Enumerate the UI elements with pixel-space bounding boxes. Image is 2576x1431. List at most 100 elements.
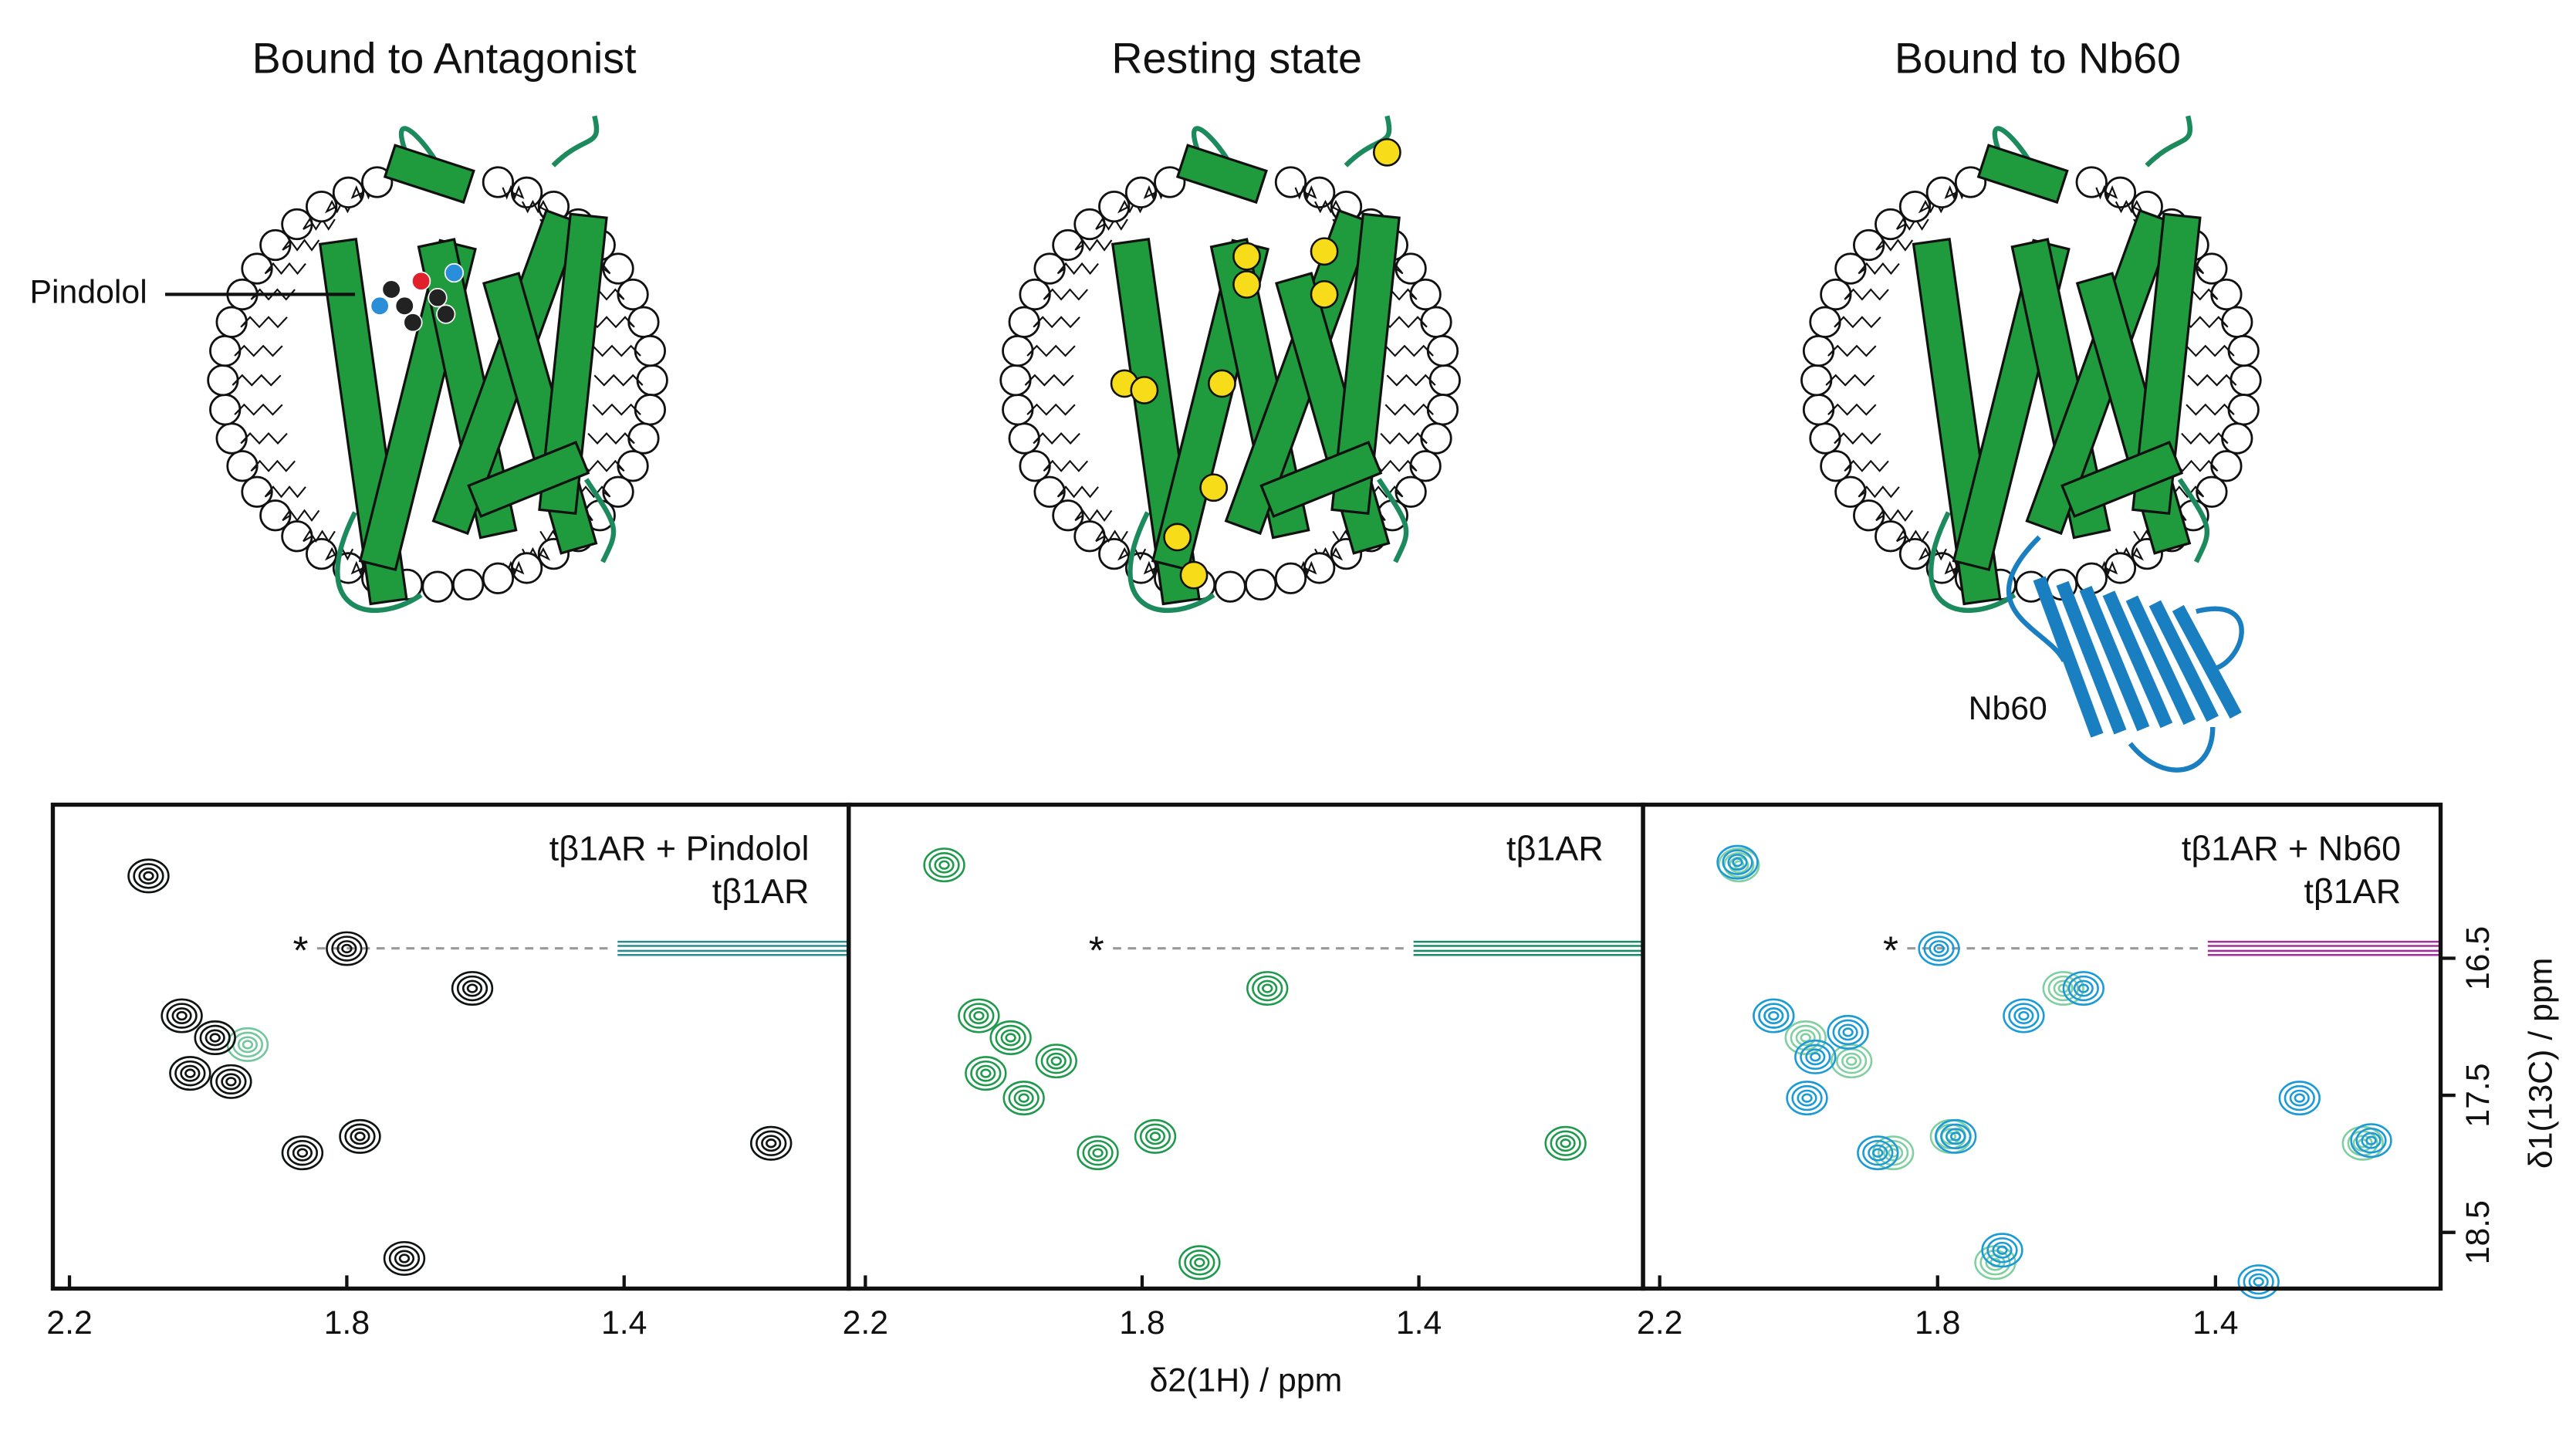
contour <box>176 1010 188 1021</box>
contour <box>1246 971 1289 1006</box>
contour <box>2067 975 2099 1002</box>
contour <box>1257 979 1278 997</box>
peak <box>750 1125 793 1161</box>
label: Nb60 <box>1969 690 2047 727</box>
contour <box>398 1253 411 1264</box>
peak <box>1077 1135 1119 1171</box>
lipid-tail <box>1380 316 1428 329</box>
contour <box>963 1003 995 1029</box>
helix <box>467 441 590 518</box>
contour <box>466 983 478 993</box>
membrane <box>207 166 668 603</box>
contour <box>1795 1029 1816 1047</box>
contour <box>1797 1089 1817 1107</box>
contour <box>928 852 960 878</box>
contour <box>1149 1132 1161 1142</box>
strand <box>2033 576 2104 738</box>
contour <box>1184 1250 1215 1276</box>
contour <box>1134 1118 1177 1154</box>
contour <box>1868 1144 1888 1162</box>
lipid-tail <box>1384 344 1434 357</box>
marker: * <box>1089 929 1104 973</box>
x-tick-label: 1.8 <box>324 1304 370 1341</box>
contour <box>1801 1093 1813 1103</box>
lipid-tail <box>1033 316 1080 329</box>
lipid-tail <box>1834 316 1881 329</box>
lipid-head <box>2227 394 2260 426</box>
lipid-tail <box>240 316 288 329</box>
contour <box>194 1020 236 1055</box>
contour <box>184 1068 196 1078</box>
contour <box>2350 1123 2392 1159</box>
strand <box>2148 600 2219 722</box>
lipid-head <box>2229 364 2262 397</box>
contour <box>225 1077 237 1087</box>
helix <box>2131 212 2202 515</box>
contour <box>2365 1135 2377 1145</box>
peak <box>2062 971 2104 1006</box>
helix <box>1175 144 1268 205</box>
lipid-tail <box>2181 316 2229 329</box>
contour <box>766 1138 777 1149</box>
contour <box>1918 931 1960 966</box>
lipid-head <box>2221 422 2253 455</box>
contour <box>1046 1052 1067 1070</box>
contour <box>1878 1139 1909 1166</box>
contour <box>166 1003 198 1029</box>
contour <box>1262 983 1273 993</box>
contour <box>143 871 154 881</box>
contour <box>237 1036 258 1054</box>
contour <box>2341 1125 2384 1161</box>
contour <box>1949 1132 1962 1142</box>
lipid-tail <box>303 218 336 231</box>
helix <box>2060 441 2184 518</box>
lipid-tail <box>592 344 641 357</box>
contour <box>1768 1010 1780 1021</box>
lipid-tail <box>587 316 635 329</box>
y-axis-label: δ1(13C) / ppm <box>2523 958 2560 1169</box>
peak <box>1827 1014 1869 1050</box>
strand <box>2125 595 2196 726</box>
contour <box>1544 1125 1587 1161</box>
contour <box>965 1056 1007 1091</box>
contour <box>1082 1139 1114 1166</box>
lipid-head <box>1420 306 1452 338</box>
peak <box>281 1135 324 1171</box>
contour <box>1981 1233 2023 1268</box>
lipid-tail <box>1095 529 1128 543</box>
lipid-head <box>1394 252 1427 285</box>
peak <box>2237 1264 2280 1300</box>
x-tick-label: 2.2 <box>843 1304 888 1341</box>
contour <box>761 1135 782 1152</box>
contour <box>1722 849 1753 875</box>
lipid-head <box>617 278 649 311</box>
contour <box>989 1020 1032 1055</box>
lipid-tail <box>1056 262 1099 276</box>
contour <box>1035 1044 1077 1079</box>
y-tick-label: 18.5 <box>2459 1200 2497 1264</box>
contour <box>326 931 368 966</box>
legend-entry: tβ1AR + Nb60 <box>2182 828 2401 868</box>
peak <box>989 1020 1032 1055</box>
contour <box>394 1250 415 1267</box>
contour <box>1841 1052 1862 1070</box>
lipid-tail <box>1827 403 1877 416</box>
lipid-tail <box>1944 185 1967 200</box>
strand <box>2079 585 2150 732</box>
contour <box>1794 1039 1837 1074</box>
strand <box>2102 590 2173 729</box>
lipid-tail <box>1386 374 1436 387</box>
lipid-tail <box>250 288 296 301</box>
contour <box>215 1068 247 1094</box>
lipid-head <box>1802 394 1835 426</box>
lipid-head <box>1245 568 1277 601</box>
lipid-tail <box>1858 262 1900 276</box>
lipid-head <box>241 475 273 508</box>
contour <box>354 1132 366 1142</box>
ligand-atom <box>444 262 465 283</box>
lipid-head <box>634 394 667 426</box>
contour <box>171 1007 192 1024</box>
contour <box>1013 1089 1034 1107</box>
lipid-head <box>999 364 1032 397</box>
